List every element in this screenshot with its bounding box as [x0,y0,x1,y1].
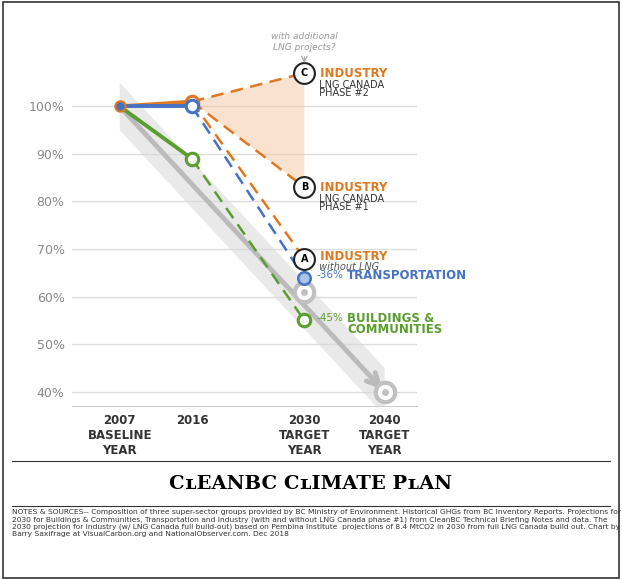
Polygon shape [119,82,384,415]
Text: -36%: -36% [317,270,343,280]
Text: with additional
LNG projects?: with additional LNG projects? [271,31,338,52]
Text: INDUSTRY: INDUSTRY [317,67,388,79]
Text: INDUSTRY: INDUSTRY [317,181,388,194]
Text: TRANSPORTATION: TRANSPORTATION [347,269,467,282]
Text: without LNG: without LNG [317,262,379,271]
Text: INDUSTRY: INDUSTRY [317,249,388,263]
Text: A: A [300,253,308,263]
Text: C: C [300,68,308,78]
Text: LNG CANADA: LNG CANADA [317,80,384,90]
Text: COMMUNITIES: COMMUNITIES [347,324,442,336]
Text: PHASE #2: PHASE #2 [317,88,369,98]
Text: LNG CANADA: LNG CANADA [317,194,384,204]
Text: B: B [300,182,308,192]
Text: CʟEANBC CʟIMATE PʟAN: CʟEANBC CʟIMATE PʟAN [169,475,453,494]
Text: BUILDINGS &: BUILDINGS & [347,311,434,325]
Text: NOTES & SOURCES-- Composition of three super-sector groups provided by BC Minist: NOTES & SOURCES-- Composition of three s… [12,509,621,537]
Polygon shape [192,73,304,187]
Text: -45%: -45% [317,313,343,323]
Text: PHASE #1: PHASE #1 [317,202,369,212]
